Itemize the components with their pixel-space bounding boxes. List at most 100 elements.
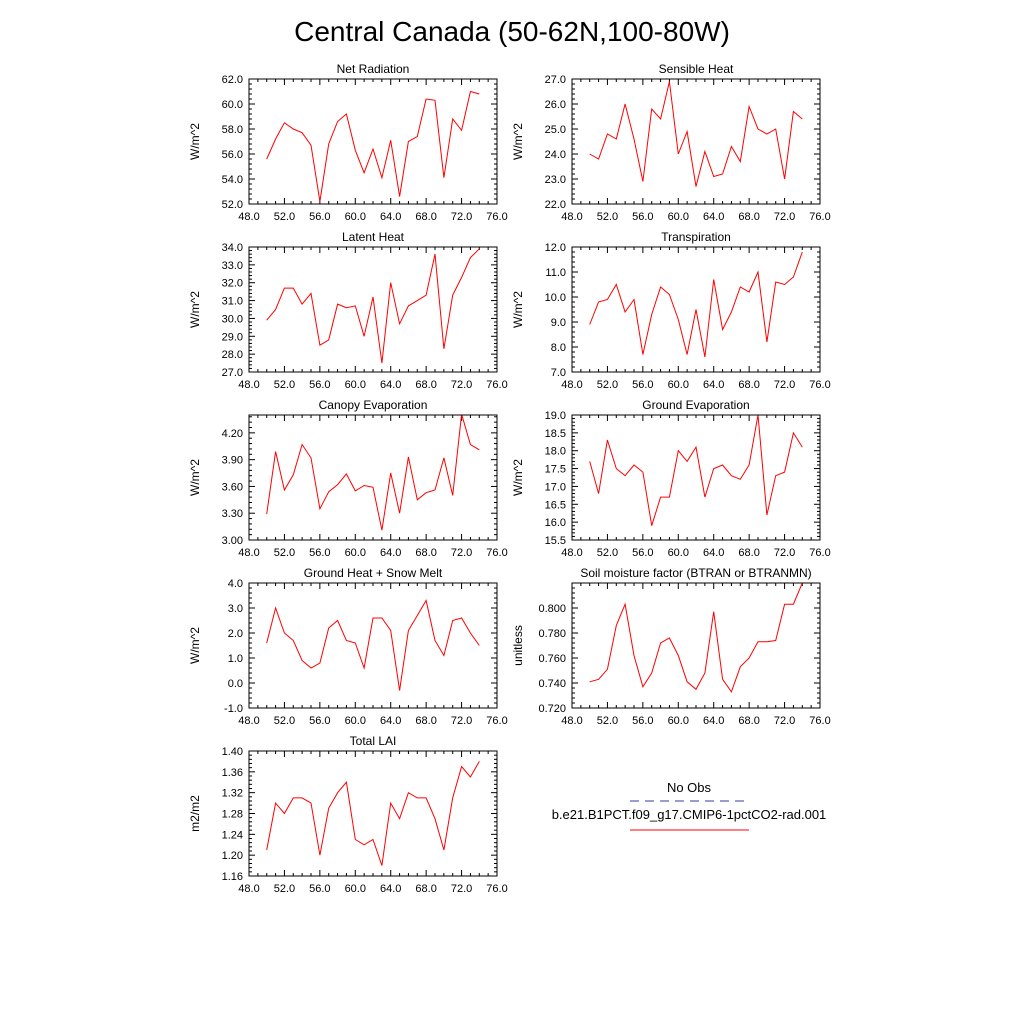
y-tick-label: 0.720 [538,703,566,715]
x-tick-label: 48.0 [238,211,259,223]
x-tick-label: 56.0 [309,715,330,727]
plot-frame [248,414,498,541]
panel-transpiration: Transpiration 48.0 52.0 56.0 60.0 64.0 68.0 72.… [511,230,831,391]
x-tick-label: 68.0 [415,547,436,559]
y-tick-label: 0.780 [538,628,566,640]
y-tick-label: 16.0 [545,517,566,529]
x-tick-label: 48.0 [561,715,582,727]
y-tick-label: 3.00 [222,535,243,547]
x-tick-label: 76.0 [486,547,507,559]
x-tick-label: 52.0 [597,547,618,559]
x-tick-label: 64.0 [703,379,724,391]
x-tick-label: 60.0 [668,715,689,727]
y-tick-label: 17.5 [545,464,566,476]
panel-title: Latent Heat [342,230,405,244]
legend-title: No Obs [667,780,712,795]
y-tick-label: -1.0 [224,703,243,715]
y-axis-label: W/m^2 [511,459,525,496]
x-tick-label: 72.0 [451,883,472,895]
x-tick-label: 76.0 [486,379,507,391]
x-tick-label: 72.0 [774,715,795,727]
x-tick-label: 76.0 [809,211,830,223]
x-tick-label: 72.0 [774,379,795,391]
x-tick-label: 56.0 [632,715,653,727]
x-tick-label: 72.0 [451,715,472,727]
panel-title: Net Radiation [337,62,410,76]
plot-frame [571,246,821,373]
y-tick-label: 58.0 [222,124,243,136]
y-tick-label: 60.0 [222,99,243,111]
y-tick-label: 30.0 [222,313,243,325]
y-tick-label: 15.5 [545,535,566,547]
y-tick-label: 0.0 [228,678,243,690]
panel-canopy-evaporation: Canopy Evaporation 48.0 52.0 56.0 60.0 64.0 68… [188,398,508,559]
y-tick-label: 3.90 [222,455,243,467]
x-tick-label: 68.0 [415,715,436,727]
y-tick-label: 1.0 [228,653,243,665]
x-tick-label: 76.0 [809,379,830,391]
panel-ground-evaporation: Ground Evaporation 48.0 52.0 56.0 60.0 64.0 68… [511,398,831,559]
x-tick-label: 72.0 [451,547,472,559]
x-tick-label: 52.0 [274,211,295,223]
series-line [589,81,803,187]
series-line [266,415,480,531]
y-tick-label: 62.0 [222,74,243,86]
panel-title: Sensible Heat [659,62,734,76]
x-tick-label: 72.0 [774,547,795,559]
series-line [589,583,803,693]
y-tick-label: 56.0 [222,149,243,161]
panel-ground-heat-snow-melt: Ground Heat + Snow Melt 48.0 52.0 56.0 60.0 6… [188,566,508,727]
x-tick-label: 76.0 [486,715,507,727]
x-tick-label: 52.0 [274,379,295,391]
x-tick-label: 52.0 [274,883,295,895]
y-tick-label: 1.16 [222,871,243,883]
x-tick-label: 60.0 [668,547,689,559]
plot-frame [248,750,498,877]
y-tick-label: 32.0 [222,278,243,290]
panel-title: Soil moisture factor (BTRAN or BTRANMN) [580,566,811,580]
panel-title: Transpiration [661,230,731,244]
panel-latent-heat: Latent Heat 48.0 52.0 56.0 60.0 64.0 68.0 72.0 7… [188,230,508,391]
y-tick-label: 24.0 [545,149,566,161]
y-tick-label: 2.0 [228,628,243,640]
x-tick-label: 56.0 [309,211,330,223]
plot-frame [248,78,498,205]
y-tick-label: 23.0 [545,174,566,186]
x-tick-label: 52.0 [597,715,618,727]
y-tick-label: 3.60 [222,481,243,493]
y-tick-label: 4.20 [222,428,243,440]
y-tick-label: 1.24 [222,829,243,841]
y-tick-label: 17.0 [545,481,566,493]
x-tick-label: 72.0 [451,379,472,391]
panel-sensible-heat: Sensible Heat 48.0 52.0 56.0 60.0 64.0 68.0 72.… [511,62,831,223]
series-line [589,415,803,526]
panel-title: Canopy Evaporation [319,398,428,412]
y-axis-label: W/m^2 [511,291,525,328]
series-line [266,599,480,691]
x-tick-label: 48.0 [561,379,582,391]
x-tick-label: 76.0 [809,715,830,727]
x-tick-label: 56.0 [632,211,653,223]
x-tick-label: 56.0 [309,379,330,391]
panel-total-lai: Total LAI 48.0 52.0 56.0 60.0 64.0 68.0 72.0 76.… [188,734,508,895]
y-tick-label: 1.28 [222,809,243,821]
y-tick-label: 1.20 [222,850,243,862]
y-tick-label: 9.0 [551,317,566,329]
y-tick-label: 25.0 [545,124,566,136]
x-tick-label: 60.0 [345,547,366,559]
x-tick-label: 60.0 [345,211,366,223]
x-tick-label: 68.0 [415,379,436,391]
x-tick-label: 48.0 [238,379,259,391]
panel-title: Ground Heat + Snow Melt [304,566,443,580]
x-tick-label: 72.0 [451,211,472,223]
series-line [266,90,480,202]
y-tick-label: 52.0 [222,199,243,211]
x-tick-label: 64.0 [380,715,401,727]
x-tick-label: 64.0 [380,547,401,559]
panel-soil-moisture-factor-btran-or-btranmn: Soil moisture factor (BTRAN or BTRANMN) 4… [511,566,831,727]
y-tick-label: 1.36 [222,767,243,779]
x-tick-label: 48.0 [238,547,259,559]
y-tick-label: 19.0 [545,410,566,422]
